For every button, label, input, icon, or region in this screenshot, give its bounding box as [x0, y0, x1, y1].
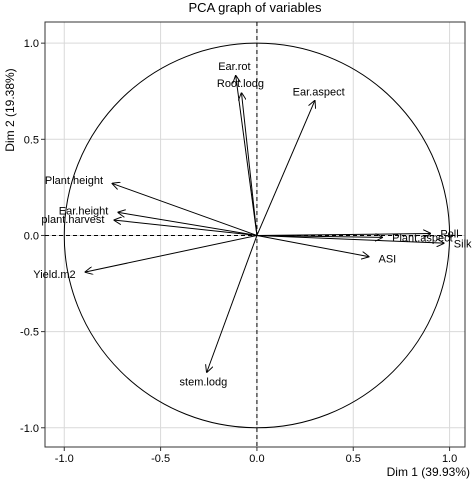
variable-arrow	[207, 235, 258, 372]
x-axis-label: Dim 1 (39.93%)	[387, 465, 470, 479]
variable-arrow	[118, 212, 258, 236]
y-tick-label: 0.5	[24, 134, 39, 146]
variable-arrow	[256, 234, 369, 256]
variable-label: ASI	[378, 253, 396, 265]
variable-label: Ear.aspect	[293, 87, 345, 99]
variable-arrow	[85, 234, 258, 272]
y-tick-label: -0.5	[20, 327, 39, 339]
variable-label: Plant.height	[45, 175, 103, 187]
variable-arrow	[256, 235, 382, 237]
variable-arrow	[256, 234, 430, 236]
x-tick-label: -1.0	[55, 453, 74, 465]
variable-label: Silk	[454, 239, 472, 251]
y-tick-label: 0.0	[24, 230, 39, 242]
variable-arrow	[236, 76, 258, 236]
unit-circle	[63, 42, 451, 429]
plot-border	[44, 21, 466, 448]
variable-label: Yield.m2	[33, 269, 75, 281]
x-tick-label: 0.5	[346, 453, 361, 465]
variable-label: Plant.aspect	[392, 233, 453, 245]
variable-arrow	[112, 184, 258, 236]
variable-arrow	[114, 220, 257, 236]
x-tick-label: 0.0	[249, 453, 264, 465]
chart-title: PCA graph of variables	[189, 0, 322, 15]
variable-arrow	[256, 234, 444, 243]
x-tick-label: 1.0	[442, 453, 457, 465]
variable-label: Poll	[440, 228, 458, 240]
y-tick-label: 1.0	[24, 38, 39, 50]
variable-label: stem.lodg	[180, 376, 228, 388]
y-tick-label: -1.0	[20, 423, 39, 435]
variable-label: plant.harvest	[41, 214, 104, 226]
x-tick-label: -0.5	[151, 453, 170, 465]
variable-arrow	[242, 93, 258, 236]
variable-label: Ear.rot	[218, 61, 250, 73]
variable-label: Root.lodg	[217, 78, 264, 90]
variable-arrow	[256, 101, 315, 236]
variable-label: Ear.height	[59, 206, 109, 218]
y-axis-label: Dim 2 (19.38%)	[3, 68, 17, 151]
